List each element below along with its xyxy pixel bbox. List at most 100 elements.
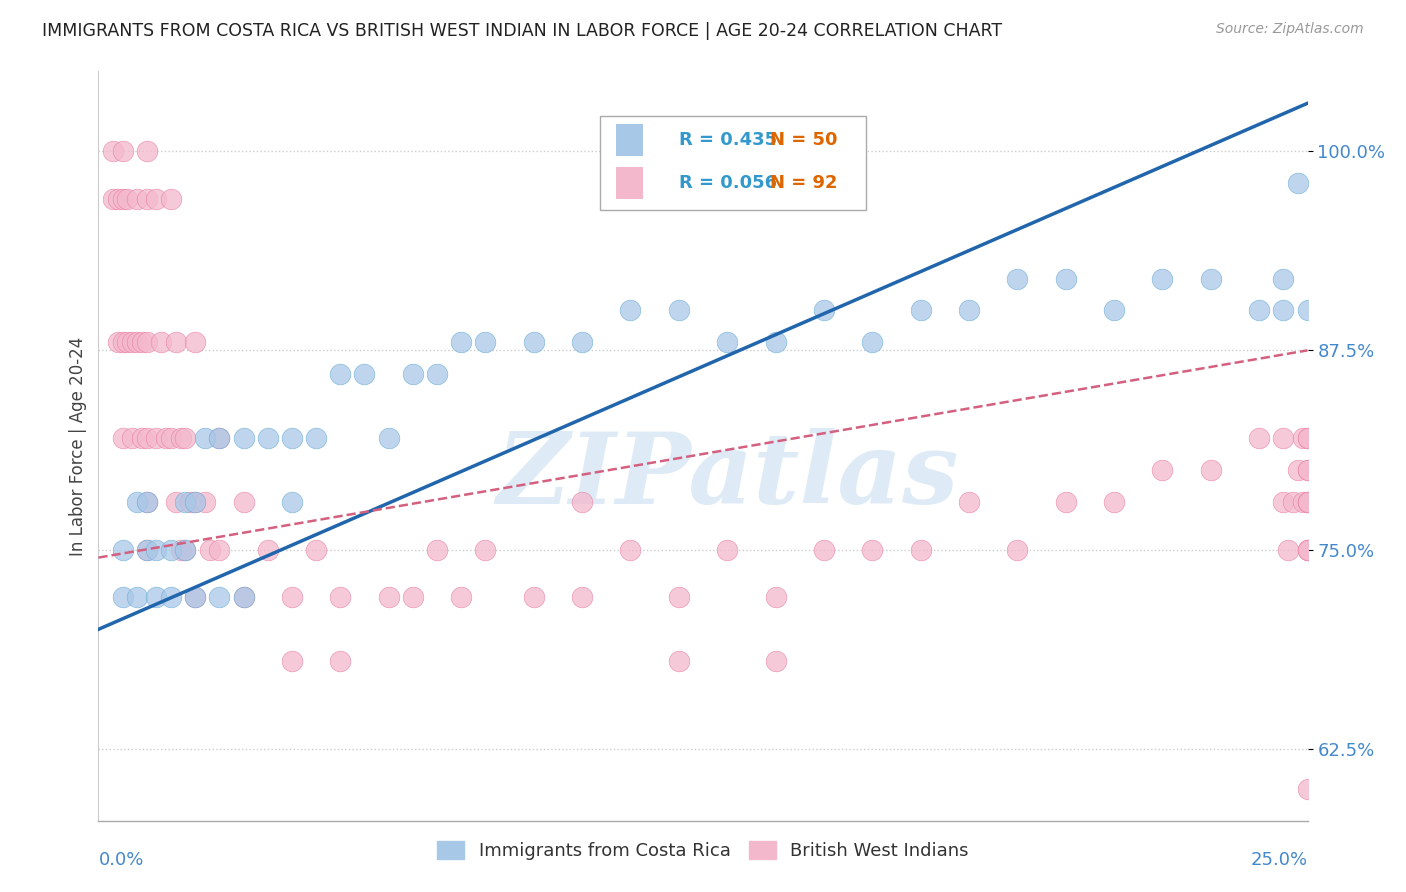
Point xyxy=(179,495,201,509)
Point xyxy=(910,303,932,318)
Point xyxy=(450,335,472,350)
Point xyxy=(1199,463,1222,477)
Point xyxy=(145,591,167,605)
Point xyxy=(329,591,352,605)
Point xyxy=(1292,431,1315,445)
Point xyxy=(145,431,167,445)
Point xyxy=(135,144,157,158)
Point xyxy=(1199,271,1222,285)
Point xyxy=(1296,303,1319,318)
Point xyxy=(1249,431,1271,445)
Point xyxy=(377,591,399,605)
Point xyxy=(860,542,883,557)
Text: 25.0%: 25.0% xyxy=(1250,851,1308,869)
Point xyxy=(571,495,593,509)
Point xyxy=(957,303,980,318)
Point xyxy=(281,431,304,445)
Point xyxy=(111,591,134,605)
Bar xyxy=(616,124,643,155)
Point xyxy=(194,431,217,445)
Point xyxy=(174,542,197,557)
Point xyxy=(1282,495,1305,509)
Point xyxy=(150,335,173,350)
Point xyxy=(160,591,183,605)
Point xyxy=(160,192,183,206)
Point xyxy=(1286,176,1309,190)
Point xyxy=(1296,463,1319,477)
Point xyxy=(571,335,593,350)
Point xyxy=(1054,495,1077,509)
Point xyxy=(668,303,690,318)
Point xyxy=(1296,542,1319,557)
Point xyxy=(256,431,278,445)
Point xyxy=(1007,542,1029,557)
Point xyxy=(111,335,134,350)
Point xyxy=(910,542,932,557)
Point xyxy=(1296,431,1319,445)
Point xyxy=(1296,542,1319,557)
Point xyxy=(174,495,197,509)
Point xyxy=(107,192,129,206)
Point xyxy=(619,303,641,318)
Point xyxy=(208,431,231,445)
Point xyxy=(281,495,304,509)
Point xyxy=(169,431,191,445)
Point xyxy=(208,591,231,605)
Point xyxy=(1296,542,1319,557)
Point xyxy=(174,542,197,557)
Point xyxy=(1296,495,1319,509)
Point xyxy=(765,654,787,668)
Point xyxy=(474,335,496,350)
Text: 0.0%: 0.0% xyxy=(98,851,143,869)
Point xyxy=(184,495,207,509)
Point xyxy=(619,542,641,557)
Point xyxy=(184,495,207,509)
Point xyxy=(155,431,177,445)
Point xyxy=(121,335,143,350)
Point xyxy=(232,431,254,445)
Point xyxy=(377,431,399,445)
Point xyxy=(668,654,690,668)
Point xyxy=(523,335,546,350)
Point xyxy=(402,368,425,382)
Point xyxy=(402,591,425,605)
Point xyxy=(1152,463,1174,477)
Point xyxy=(1007,271,1029,285)
Point xyxy=(1277,542,1299,557)
Point xyxy=(184,591,207,605)
Point xyxy=(716,335,738,350)
Point xyxy=(281,654,304,668)
Point xyxy=(1272,271,1295,285)
Point xyxy=(426,542,449,557)
Text: N = 92: N = 92 xyxy=(769,174,837,192)
Point xyxy=(668,591,690,605)
Point xyxy=(101,144,124,158)
Point xyxy=(135,542,157,557)
Point xyxy=(160,542,183,557)
Point xyxy=(135,495,157,509)
FancyBboxPatch shape xyxy=(600,116,866,210)
Point xyxy=(127,192,149,206)
Point xyxy=(232,591,254,605)
Point xyxy=(256,542,278,557)
Point xyxy=(131,335,153,350)
Point xyxy=(1296,495,1319,509)
Point xyxy=(131,431,153,445)
Point xyxy=(101,192,124,206)
Bar xyxy=(616,168,643,199)
Point xyxy=(305,542,328,557)
Point xyxy=(145,542,167,557)
Point xyxy=(1152,271,1174,285)
Point xyxy=(111,431,134,445)
Point xyxy=(127,591,149,605)
Point xyxy=(121,431,143,445)
Point xyxy=(860,335,883,350)
Point xyxy=(1249,303,1271,318)
Point xyxy=(329,368,352,382)
Point xyxy=(194,495,217,509)
Point xyxy=(184,335,207,350)
Point xyxy=(111,542,134,557)
Point xyxy=(111,192,134,206)
Text: Source: ZipAtlas.com: Source: ZipAtlas.com xyxy=(1216,22,1364,37)
Point xyxy=(160,431,183,445)
